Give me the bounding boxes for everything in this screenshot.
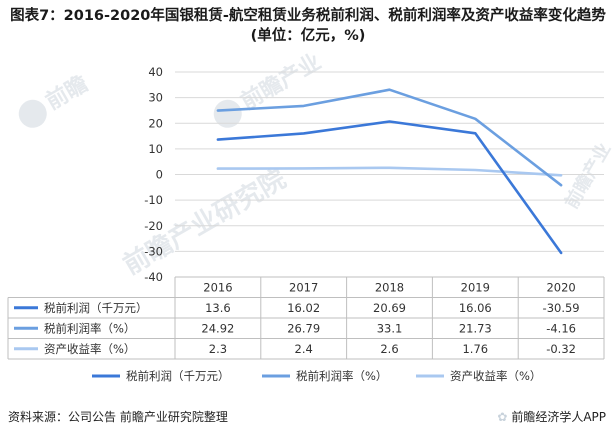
- x-tick-label: 2019: [461, 280, 490, 294]
- x-tick-label: 2018: [375, 280, 404, 294]
- x-tick-label: 2020: [546, 280, 575, 294]
- data-label: 1.76: [462, 342, 488, 356]
- y-tick-label: -20: [144, 219, 163, 233]
- data-label: -0.32: [546, 342, 576, 356]
- data-label: 16.06: [459, 301, 492, 315]
- y-tick-label: 0: [156, 168, 163, 182]
- row-series-name: 资产收益率（%）: [44, 342, 135, 356]
- y-tick-label: 20: [148, 116, 163, 130]
- y-tick-label: 10: [148, 142, 163, 156]
- svg-text:前瞻: 前瞻: [41, 71, 92, 116]
- y-tick-label: 30: [148, 91, 163, 105]
- chart-title: 图表7：2016-2020年国银租赁-航空租赁业务税前利润、税前利润率及资产收益…: [10, 8, 606, 44]
- x-tick-label: 2017: [289, 280, 318, 294]
- data-label: 20.69: [373, 301, 406, 315]
- data-label: 2.4: [295, 342, 313, 356]
- watermark: 前瞻 前瞻产业 前瞻产业研究院 前瞻产业: [18, 49, 615, 281]
- legend-label: 税前利润（千万元）: [126, 369, 230, 383]
- row-series-name: 税前利润（千万元）: [44, 301, 148, 315]
- legend: 税前利润（千万元） 税前利润率（%） 资产收益率（%）: [92, 369, 541, 383]
- data-label: 2.3: [209, 342, 227, 356]
- y-tick-label: 40: [148, 65, 163, 79]
- data-label: 26.79: [287, 321, 320, 335]
- data-label: 13.6: [205, 301, 231, 315]
- legend-label: 税前利润率（%）: [296, 369, 387, 383]
- source-note: 资料来源：公司公告 前瞻产业研究院整理: [8, 410, 228, 424]
- row-series-name: 税前利润率（%）: [44, 321, 135, 335]
- brand-text: 前瞻经济学人APP: [511, 410, 606, 424]
- data-label: 24.92: [201, 321, 234, 335]
- legend-label: 资产收益率（%）: [450, 369, 541, 383]
- paw-logo-icon: ✿: [497, 410, 508, 424]
- brand-label: ✿ 前瞻经济学人APP: [497, 408, 606, 425]
- svg-text:前瞻产业: 前瞻产业: [560, 139, 615, 212]
- data-label: 21.73: [459, 321, 492, 335]
- watermark-logo-icon: [213, 99, 242, 128]
- data-label: 16.02: [287, 301, 320, 315]
- y-axis-ticks: 40 30 20 10 0 -10 -20 -30 -40: [144, 65, 163, 284]
- data-label: -30.59: [543, 301, 580, 315]
- watermark-logo-icon: [18, 99, 47, 128]
- series-lines: [216, 88, 563, 255]
- data-label: -4.16: [546, 321, 576, 335]
- y-tick-label: -30: [144, 244, 163, 258]
- y-tick-label: -10: [144, 193, 163, 207]
- data-label: 33.1: [377, 321, 403, 335]
- x-tick-label: 2016: [203, 280, 232, 294]
- y-tick-label: -40: [144, 270, 163, 284]
- data-label: 2.6: [380, 342, 398, 356]
- data-table: 2016 2017 2018 2019 2020 税前利润（千万元） 13.6 16.02 20…: [7, 276, 605, 360]
